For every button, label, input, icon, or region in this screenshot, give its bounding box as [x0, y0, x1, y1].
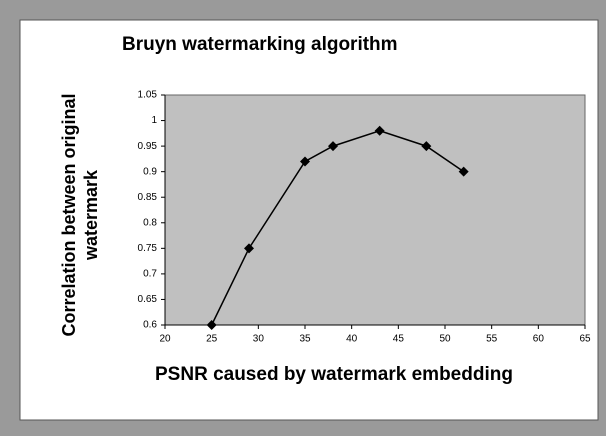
y-tick-label: 0.65 [138, 294, 158, 305]
x-axis-label: PSNR caused by watermark embedding [155, 364, 513, 385]
data-point [300, 156, 310, 167]
y-axis-label: Correlation between original [59, 93, 79, 336]
y-tick-label: 0.85 [138, 192, 158, 203]
data-point [421, 141, 432, 152]
plot-area [164, 94, 586, 326]
y-tick-label: 0.6 [143, 320, 157, 331]
x-tick-label: 35 [299, 334, 311, 345]
chart-title: Bruyn watermarking algorithm [122, 34, 398, 55]
y-axis-label: watermark [81, 169, 101, 261]
x-tick-label: 50 [439, 334, 451, 345]
y-tick-label: 0.9 [143, 166, 157, 177]
data-point [328, 141, 338, 152]
y-tick-label: 1 [151, 115, 157, 126]
data-point [244, 243, 254, 254]
x-tick-label: 60 [533, 334, 545, 345]
x-tick-label: 65 [579, 334, 591, 345]
x-tick-label: 45 [393, 334, 405, 345]
y-tick-label: 0.7 [143, 269, 157, 280]
x-tick-label: 25 [206, 334, 218, 345]
x-tick-label: 40 [346, 334, 358, 345]
x-tick-label: 20 [159, 334, 171, 345]
y-tick-label: 1.05 [138, 90, 158, 101]
y-tick-label: 0.95 [138, 141, 158, 152]
data-point [374, 125, 385, 136]
y-tick-label: 0.8 [143, 217, 157, 228]
x-tick-label: 30 [253, 334, 265, 345]
data-point [206, 320, 217, 330]
y-tick-label: 0.75 [138, 243, 158, 254]
data-point [458, 166, 469, 177]
x-tick-label: 55 [486, 334, 498, 345]
